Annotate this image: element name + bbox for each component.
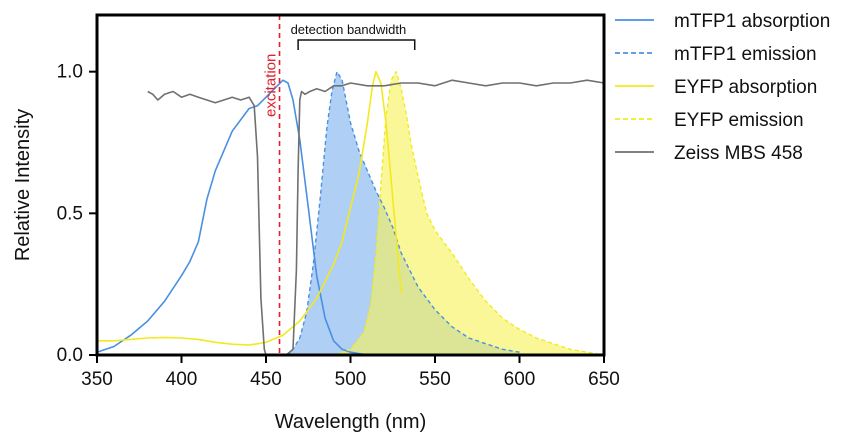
y-tick-label: 0.0 xyxy=(57,345,83,366)
x-tick-label: 350 xyxy=(81,369,113,390)
eyfp-emission-line xyxy=(333,70,605,356)
detection-bandwidth-label: detection bandwidth xyxy=(291,22,407,37)
x-tick-label: 500 xyxy=(335,369,367,390)
zeiss-mbs-458-line xyxy=(147,79,605,356)
emission-fills xyxy=(286,71,604,355)
y-axis-ticks: 0.0 0.5 1.0 xyxy=(57,62,97,366)
x-tick-label: 400 xyxy=(166,369,198,390)
legend: mTFP1 absorption mTFP1 emission EYFP absor… xyxy=(615,11,830,164)
y-axis-title: Relative Intensity xyxy=(12,109,34,261)
excitation-label: excitation xyxy=(263,54,280,117)
spectrum-lines xyxy=(96,70,605,356)
x-axis-title: Wavelength (nm) xyxy=(275,411,427,433)
x-tick-label: 450 xyxy=(250,369,282,390)
eyfp-absorption-legend-label: EYFP absorption xyxy=(674,77,817,98)
zeiss-mbs-458-legend-label: Zeiss MBS 458 xyxy=(674,143,803,164)
eyfp-absorption-line xyxy=(97,70,402,346)
mtfp1-absorption-line xyxy=(96,79,368,356)
mtfp1-absorption-legend-label: mTFP1 absorption xyxy=(674,11,830,32)
x-tick-label: 650 xyxy=(588,369,620,390)
mtfp1-emission-fill xyxy=(286,71,520,355)
annotations: excitation detection bandwidth xyxy=(263,15,416,355)
mtfp1-emission-legend-label: mTFP1 emission xyxy=(674,44,817,65)
x-axis-ticks: 350 400 450 500 550 600 650 xyxy=(81,355,620,390)
eyfp-emission-legend-label: EYFP emission xyxy=(674,110,804,131)
detection-bandwidth-bracket xyxy=(297,39,416,50)
y-tick-label: 1.0 xyxy=(57,62,83,83)
x-tick-label: 550 xyxy=(419,369,451,390)
y-tick-label: 0.5 xyxy=(57,203,83,224)
x-tick-label: 600 xyxy=(504,369,536,390)
